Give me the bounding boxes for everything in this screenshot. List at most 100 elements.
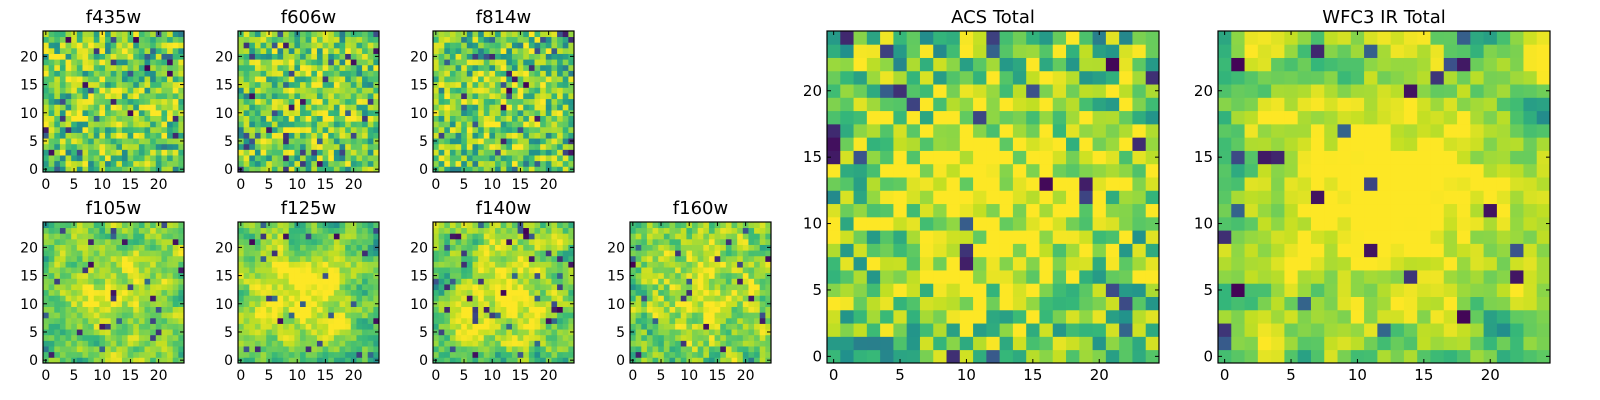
heatmap-cell bbox=[350, 81, 357, 88]
heatmap-cell bbox=[277, 227, 284, 234]
heatmap-cell bbox=[76, 76, 83, 83]
heatmap-cell bbox=[333, 278, 340, 285]
heatmap-cell bbox=[557, 98, 564, 105]
heatmap-cell bbox=[243, 357, 250, 364]
heatmap-cell bbox=[356, 64, 363, 71]
heatmap-cell bbox=[105, 31, 112, 38]
heatmap-cell bbox=[506, 53, 513, 60]
heatmap-cell bbox=[478, 278, 485, 285]
heatmap-cell bbox=[99, 104, 106, 111]
heatmap-cell bbox=[328, 250, 335, 257]
heatmap-cell bbox=[155, 295, 162, 302]
heatmap-cell bbox=[316, 59, 323, 66]
heatmap-cell bbox=[1012, 163, 1027, 178]
heatmap-cell bbox=[150, 284, 157, 291]
heatmap-cell bbox=[500, 87, 507, 94]
heatmap-cell bbox=[742, 284, 749, 291]
heatmap-cell bbox=[703, 238, 710, 245]
heatmap-cell bbox=[444, 143, 451, 150]
heatmap-cell bbox=[155, 255, 162, 262]
heatmap-cell bbox=[362, 47, 369, 54]
heatmap-cell bbox=[511, 346, 518, 353]
heatmap-cell bbox=[523, 166, 530, 173]
heatmap-cell bbox=[478, 222, 485, 229]
heatmap-cell bbox=[88, 36, 95, 43]
heatmap-cell bbox=[438, 87, 445, 94]
heatmap-cell bbox=[663, 317, 670, 324]
heatmap-cell bbox=[82, 306, 89, 313]
heatmap-cell bbox=[680, 289, 687, 296]
heatmap-cell bbox=[271, 238, 278, 245]
heatmap-cell bbox=[172, 149, 179, 156]
heatmap-cell bbox=[339, 222, 346, 229]
heatmap-cell bbox=[658, 244, 665, 251]
heatmap-cell bbox=[433, 132, 440, 139]
heatmap-cell bbox=[105, 59, 112, 66]
heatmap-cell bbox=[506, 115, 513, 122]
heatmap-cell bbox=[675, 267, 682, 274]
heatmap-cell bbox=[658, 334, 665, 341]
heatmap-cell bbox=[59, 126, 66, 133]
heatmap-cell bbox=[254, 227, 261, 234]
heatmap-cell bbox=[449, 300, 456, 307]
heatmap-cell bbox=[300, 126, 307, 133]
heatmap-cell bbox=[48, 306, 55, 313]
heatmap-cell bbox=[116, 334, 123, 341]
heatmap-cell bbox=[827, 163, 841, 178]
heatmap-cell bbox=[333, 31, 340, 38]
heatmap-cell bbox=[506, 132, 513, 139]
heatmap-cell bbox=[356, 93, 363, 100]
heatmap-cell bbox=[316, 93, 323, 100]
heatmap-cell bbox=[54, 317, 61, 324]
heatmap-cell bbox=[483, 138, 490, 145]
heatmap-cell bbox=[692, 329, 699, 336]
heatmap-cell bbox=[260, 329, 267, 336]
heatmap-cell bbox=[933, 309, 947, 324]
heatmap-cell bbox=[483, 70, 490, 77]
heatmap-cell bbox=[866, 177, 881, 191]
heatmap-cell bbox=[742, 272, 749, 279]
heatmap-cell bbox=[367, 272, 374, 279]
heatmap-cell bbox=[254, 222, 261, 229]
heatmap-cell bbox=[277, 346, 284, 353]
heatmap-cell bbox=[893, 270, 908, 284]
heatmap-cell bbox=[339, 255, 346, 262]
heatmap-cell bbox=[511, 250, 518, 257]
heatmap-cell bbox=[356, 42, 363, 49]
heatmap-cell bbox=[472, 351, 479, 358]
heatmap-cell bbox=[54, 149, 61, 156]
heatmap-cell bbox=[116, 244, 123, 251]
heatmap-cell bbox=[172, 138, 179, 145]
heatmap-cell bbox=[356, 155, 363, 162]
heatmap-cell bbox=[150, 278, 157, 285]
heatmap-cell bbox=[635, 267, 642, 274]
heatmap-cell bbox=[300, 47, 307, 54]
heatmap-cell bbox=[853, 216, 868, 231]
heatmap-cell bbox=[669, 289, 676, 296]
heatmap-cell bbox=[646, 312, 653, 319]
heatmap-cell bbox=[110, 250, 117, 257]
heatmap-cell bbox=[511, 284, 518, 291]
heatmap-cell bbox=[350, 160, 357, 167]
heatmap-cell bbox=[455, 227, 462, 234]
heatmap-cell bbox=[138, 115, 145, 122]
heatmap-cell bbox=[759, 238, 766, 245]
heatmap-cell bbox=[742, 244, 749, 251]
heatmap-cell bbox=[1052, 336, 1067, 351]
heatmap-cell bbox=[523, 59, 530, 66]
heatmap-cell bbox=[249, 300, 256, 307]
heatmap-cell bbox=[551, 121, 558, 128]
heatmap-cell bbox=[373, 289, 380, 296]
heatmap-cell bbox=[161, 155, 168, 162]
heatmap-cell bbox=[266, 143, 273, 150]
heatmap-cell bbox=[161, 227, 168, 234]
heatmap-cell bbox=[483, 87, 490, 94]
heatmap-cell bbox=[333, 81, 340, 88]
heatmap-cell bbox=[243, 329, 250, 336]
heatmap-cell bbox=[54, 166, 61, 173]
heatmap-cell bbox=[167, 289, 174, 296]
heatmap-cell bbox=[438, 244, 445, 251]
heatmap-cell bbox=[523, 93, 530, 100]
heatmap-cell bbox=[43, 323, 50, 330]
